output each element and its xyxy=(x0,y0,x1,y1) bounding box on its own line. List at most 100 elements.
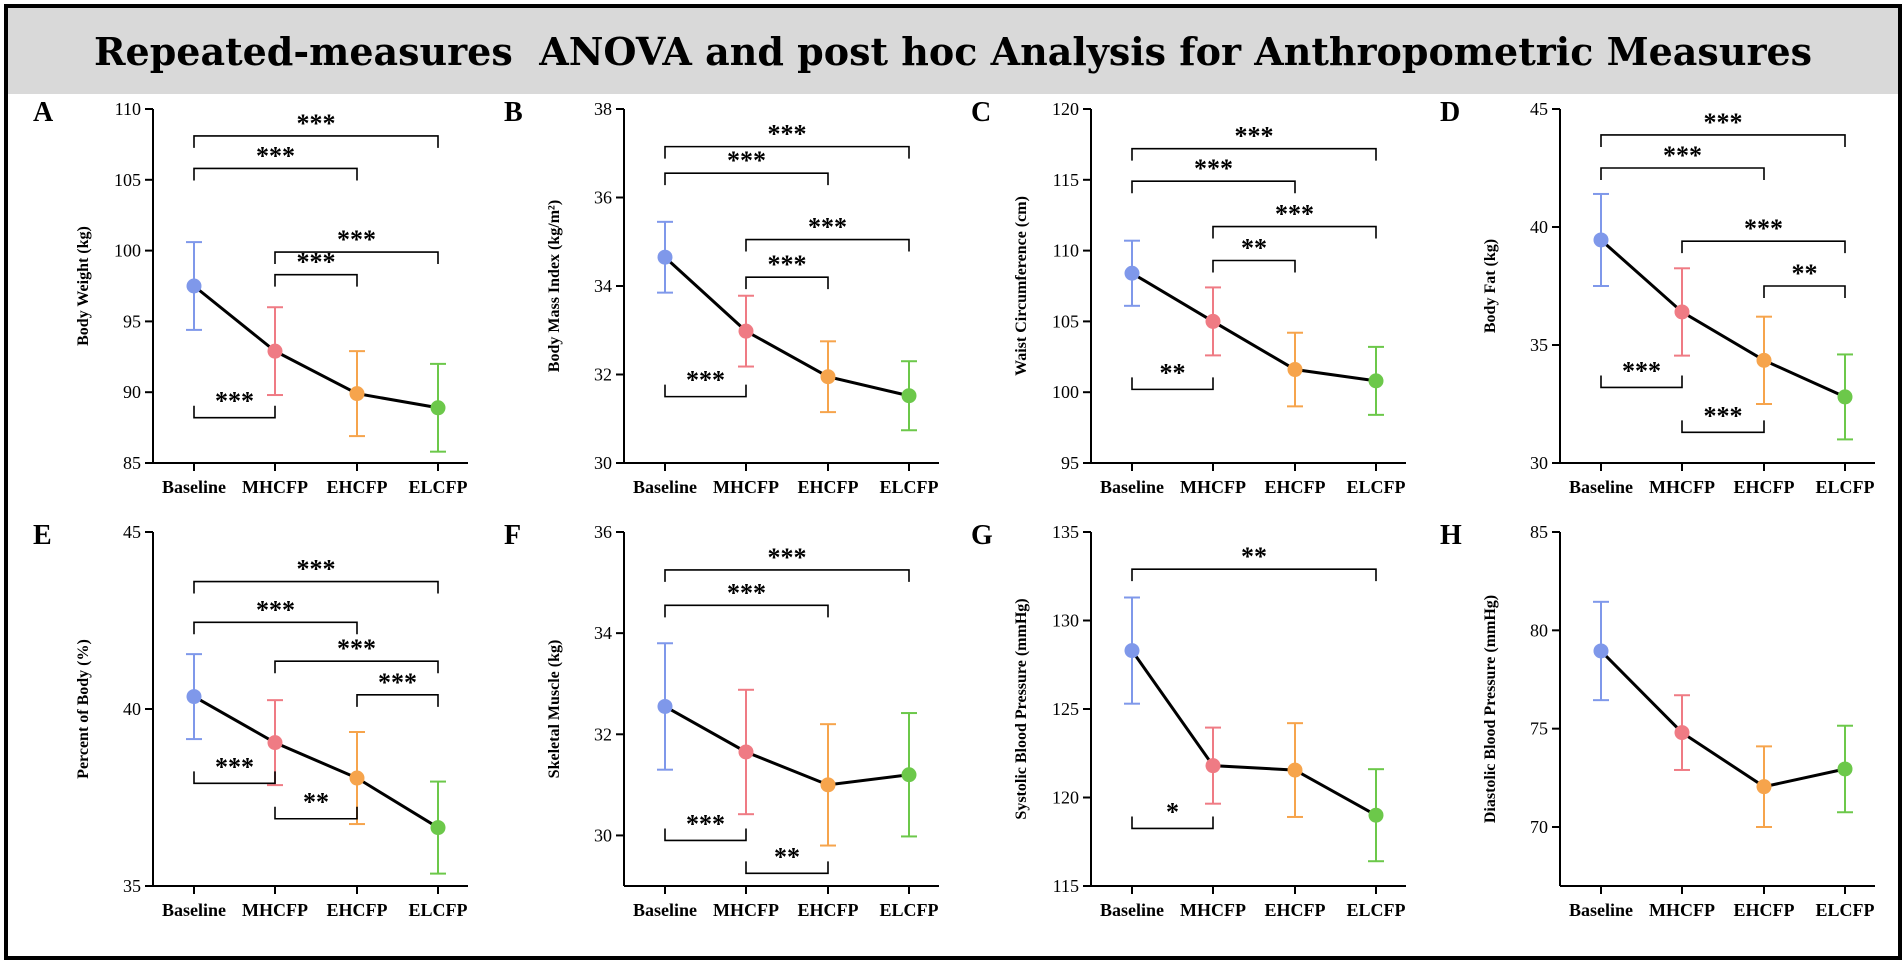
data-point xyxy=(1593,232,1609,248)
significance-label: *** xyxy=(727,578,766,607)
data-point xyxy=(901,767,917,783)
significance-label: ** xyxy=(303,788,329,817)
significance-label: * xyxy=(1166,797,1179,826)
significance-label: ** xyxy=(1241,234,1267,263)
x-tick-label: ELCFP xyxy=(879,477,938,497)
significance-bracket xyxy=(274,806,358,820)
significance-label: *** xyxy=(297,109,336,138)
y-tick-label: 40 xyxy=(1530,217,1548,237)
mean-line xyxy=(1130,649,1377,817)
y-tick-label: 32 xyxy=(594,724,612,744)
significance-bracket xyxy=(193,405,276,419)
x-tick-label: Baseline xyxy=(1100,477,1164,497)
x-tick-label: ELCFP xyxy=(1815,477,1874,497)
y-tick-label: 70 xyxy=(1530,817,1548,837)
y-axis-label: Skeletal Muscle (kg) xyxy=(546,640,563,779)
data-point xyxy=(1837,761,1853,777)
significance-label: *** xyxy=(1194,154,1233,183)
y-tick-label: 100 xyxy=(1052,382,1079,402)
significance-bracket xyxy=(1131,816,1214,830)
panel-a: A 85 90 95 100 105 110 Baseline MHCFP EHCFP ELCFP B… xyxy=(33,97,468,497)
significance-label: *** xyxy=(378,668,417,697)
y-tick-label: 35 xyxy=(123,876,141,896)
x-tick-label: Baseline xyxy=(162,477,226,497)
mean-line xyxy=(193,284,439,410)
panel-letter: B xyxy=(504,97,523,128)
data-point xyxy=(1287,362,1303,378)
significance-bracket xyxy=(664,828,747,842)
significance-bracket xyxy=(1681,420,1765,434)
significance-label: *** xyxy=(1744,214,1783,243)
significance-bracket xyxy=(1681,240,1846,254)
panel-letter: A xyxy=(33,97,54,128)
x-tick-label: Baseline xyxy=(1569,477,1633,497)
data-point xyxy=(186,689,202,705)
data-point xyxy=(657,249,673,265)
significance-bracket xyxy=(1131,568,1377,582)
y-tick-label: 105 xyxy=(114,170,141,190)
y-tick-label: 40 xyxy=(123,699,141,719)
significance-bracket xyxy=(664,172,829,186)
figure-frame: Repeated-measures ANOVA and post hoc Ana… xyxy=(4,4,1902,960)
significance-bracket xyxy=(193,135,439,148)
x-tick-label: Baseline xyxy=(162,900,226,920)
y-axis-label: Body Fat (kg) xyxy=(1482,239,1499,333)
significance-bracket xyxy=(1600,375,1683,389)
significance-bracket xyxy=(1131,147,1377,161)
x-tick-label: MHCFP xyxy=(713,477,779,497)
y-tick-label: 45 xyxy=(1530,99,1548,119)
significance-bracket xyxy=(664,569,910,582)
mean-line xyxy=(1600,238,1846,399)
data-point xyxy=(1205,313,1221,329)
significance-label: *** xyxy=(1704,401,1743,430)
x-tick-label: EHCFP xyxy=(1265,477,1326,497)
y-tick-label: 34 xyxy=(594,623,612,643)
significance-bracket xyxy=(745,276,829,290)
x-tick-label: EHCFP xyxy=(327,900,388,920)
significance-bracket xyxy=(745,238,910,252)
y-tick-label: 36 xyxy=(594,188,612,208)
data-point xyxy=(186,278,202,294)
y-tick-label: 135 xyxy=(1052,522,1079,542)
figure-title: Repeated-measures ANOVA and post hoc Ana… xyxy=(8,8,1898,94)
significance-bracket xyxy=(1131,180,1296,194)
significance-label: *** xyxy=(768,250,807,279)
significance-label: *** xyxy=(215,752,254,781)
y-tick-label: 30 xyxy=(1530,453,1548,473)
panel-letter: G xyxy=(971,520,993,551)
significance-label: *** xyxy=(337,225,376,254)
y-axis-label: Body Weight (kg) xyxy=(75,226,92,346)
y-tick-label: 36 xyxy=(594,522,612,542)
significance-bracket xyxy=(664,145,910,159)
data-point xyxy=(430,400,446,416)
data-point xyxy=(1368,807,1384,823)
significance-bracket xyxy=(1131,377,1214,391)
significance-label: *** xyxy=(768,120,807,149)
data-point xyxy=(820,369,836,385)
panel-letter: C xyxy=(971,97,991,128)
significance-label: *** xyxy=(1704,108,1743,137)
y-tick-label: 32 xyxy=(594,365,612,385)
x-tick-label: EHCFP xyxy=(798,900,859,920)
data-point xyxy=(657,698,673,714)
significance-bracket xyxy=(1763,285,1846,298)
data-point xyxy=(738,323,754,339)
significance-label: *** xyxy=(256,141,295,170)
y-tick-label: 80 xyxy=(1530,620,1548,640)
y-tick-label: 115 xyxy=(1053,170,1079,190)
x-tick-label: MHCFP xyxy=(242,477,308,497)
panel-b: B 30 32 34 36 38 Baseline MHCFP EHCFP ELCFP Body M… xyxy=(504,97,939,497)
y-tick-label: 30 xyxy=(594,453,612,473)
y-tick-label: 105 xyxy=(1052,311,1079,331)
y-tick-label: 110 xyxy=(115,99,141,119)
significance-label: *** xyxy=(337,634,376,663)
y-tick-label: 120 xyxy=(1052,788,1079,808)
y-tick-label: 34 xyxy=(594,276,612,296)
panel-letter: F xyxy=(504,520,521,551)
significance-label: *** xyxy=(297,248,336,277)
x-tick-label: Baseline xyxy=(1100,900,1164,920)
x-tick-label: MHCFP xyxy=(242,900,308,920)
x-tick-label: ELCFP xyxy=(1815,900,1874,920)
data-point xyxy=(1368,373,1384,389)
